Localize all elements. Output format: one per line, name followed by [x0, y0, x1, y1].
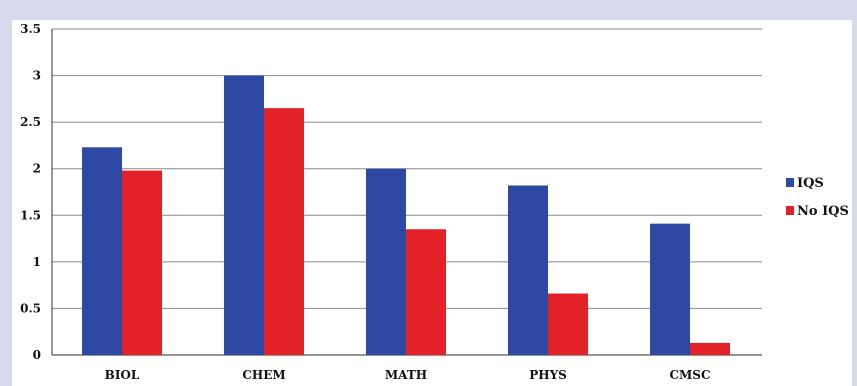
x-tick-label: BIOL — [105, 368, 140, 382]
y-tick-label: 1 — [33, 255, 41, 269]
bar-biol-iqs — [82, 147, 122, 355]
y-axis-ticks: 0 0.5 1 1.5 2 2.5 3 3.5 — [20, 22, 41, 362]
legend-swatch — [786, 206, 794, 215]
bar-phys-iqs — [508, 185, 548, 355]
legend: IQS No IQS — [786, 176, 849, 219]
y-tick-label: 2 — [33, 162, 41, 176]
bar-cmsc-iqs — [650, 223, 690, 355]
legend-label: IQS — [797, 176, 824, 191]
bar-math-no-iqs — [406, 229, 446, 355]
legend-label: No IQS — [797, 204, 849, 219]
bar-phys-no-iqs — [548, 293, 588, 355]
legend-swatch — [786, 178, 794, 187]
x-tick-label: CMSC — [669, 368, 710, 382]
bar-chem-no-iqs — [264, 108, 304, 356]
x-axis-ticks: BIOL CHEM MATH PHYS CMSC — [105, 368, 711, 382]
x-tick-label: CHEM — [242, 368, 285, 382]
y-tick-label: 1.5 — [20, 208, 41, 222]
y-tick-label: 3 — [33, 69, 41, 83]
bar-cmsc-no-iqs — [690, 342, 730, 355]
y-tick-label: 2.5 — [20, 115, 41, 129]
y-tick-label: 3.5 — [20, 22, 41, 36]
bar-math-iqs — [366, 168, 406, 355]
x-tick-label: MATH — [385, 368, 427, 382]
bars — [82, 75, 730, 356]
bar-chem-iqs — [224, 75, 264, 356]
bar-biol-no-iqs — [122, 170, 162, 355]
y-tick-label: 0.5 — [20, 301, 41, 315]
y-tick-label: 0 — [33, 348, 41, 362]
x-tick-label: PHYS — [529, 368, 567, 382]
